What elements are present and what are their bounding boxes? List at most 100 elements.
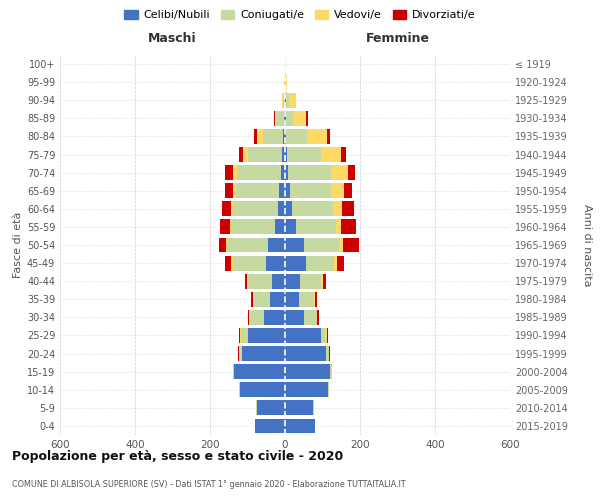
Bar	[254, 418, 285, 434]
Bar	[281, 93, 285, 108]
Bar	[285, 202, 343, 216]
Bar	[285, 400, 314, 415]
Bar	[256, 400, 285, 415]
Bar	[224, 165, 285, 180]
Bar	[285, 364, 332, 379]
Bar	[285, 74, 287, 90]
Bar	[285, 111, 308, 126]
Bar	[285, 165, 331, 180]
Bar	[285, 184, 352, 198]
Bar	[285, 184, 344, 198]
Bar	[253, 292, 285, 306]
Bar	[236, 184, 285, 198]
Text: COMUNE DI ALBISOLA SUPERIORE (SV) - Dati ISTAT 1° gennaio 2020 - Elaborazione TU: COMUNE DI ALBISOLA SUPERIORE (SV) - Dati…	[12, 480, 406, 489]
Bar	[284, 74, 285, 90]
Bar	[254, 418, 285, 434]
Bar	[285, 364, 332, 379]
Bar	[285, 418, 316, 434]
Bar	[285, 165, 288, 180]
Bar	[233, 202, 285, 216]
Bar	[238, 165, 285, 180]
Bar	[285, 238, 359, 252]
Bar	[239, 382, 285, 397]
Bar	[285, 147, 341, 162]
Bar	[285, 111, 286, 126]
Bar	[248, 310, 285, 325]
Bar	[285, 74, 286, 90]
Bar	[285, 310, 317, 325]
Bar	[285, 238, 343, 252]
Bar	[232, 220, 285, 234]
Bar	[285, 418, 316, 434]
Bar	[285, 382, 329, 397]
Bar	[233, 364, 285, 379]
Bar	[285, 256, 305, 270]
Bar	[250, 310, 285, 325]
Text: Maschi: Maschi	[148, 32, 197, 45]
Bar	[285, 382, 329, 397]
Bar	[233, 364, 285, 379]
Bar	[285, 274, 323, 288]
Bar	[285, 418, 315, 434]
Bar	[219, 238, 285, 252]
Bar	[285, 256, 334, 270]
Bar	[285, 93, 289, 108]
Bar	[285, 93, 286, 108]
Bar	[280, 184, 285, 198]
Bar	[249, 310, 285, 325]
Bar	[233, 165, 285, 180]
Bar	[285, 418, 316, 434]
Bar	[242, 147, 285, 162]
Bar	[257, 400, 285, 415]
Bar	[285, 111, 293, 126]
Bar	[285, 184, 290, 198]
Bar	[255, 418, 285, 434]
Bar	[239, 382, 285, 397]
Bar	[285, 382, 329, 397]
Bar	[285, 147, 320, 162]
Bar	[285, 364, 330, 379]
Bar	[285, 129, 331, 144]
Bar	[285, 292, 315, 306]
Bar	[285, 93, 296, 108]
Bar	[233, 364, 285, 379]
Bar	[285, 328, 320, 343]
Bar	[283, 129, 285, 144]
Bar	[226, 238, 285, 252]
Bar	[285, 328, 328, 343]
Bar	[248, 274, 285, 288]
Bar	[285, 292, 317, 306]
Bar	[285, 256, 337, 270]
Bar	[277, 202, 285, 216]
Bar	[285, 147, 346, 162]
Bar	[285, 328, 326, 343]
Bar	[281, 93, 285, 108]
Bar	[275, 220, 285, 234]
Bar	[285, 129, 328, 144]
Bar	[284, 74, 285, 90]
Bar	[285, 292, 314, 306]
Bar	[285, 310, 319, 325]
Bar	[225, 184, 285, 198]
Bar	[285, 274, 320, 288]
Bar	[285, 274, 300, 288]
Bar	[282, 147, 285, 162]
Bar	[285, 400, 314, 415]
Bar	[285, 382, 328, 397]
Bar	[285, 93, 296, 108]
Bar	[277, 111, 285, 126]
Bar	[285, 202, 292, 216]
Bar	[285, 292, 299, 306]
Y-axis label: Fasce di età: Fasce di età	[13, 212, 23, 278]
Bar	[281, 165, 285, 180]
Bar	[285, 220, 355, 234]
Bar	[285, 184, 331, 198]
Bar	[248, 328, 285, 343]
Bar	[285, 346, 329, 361]
Bar	[253, 292, 285, 306]
Bar	[239, 147, 285, 162]
Bar	[285, 129, 307, 144]
Bar	[285, 111, 307, 126]
Legend: Celibi/Nubili, Coniugati/e, Vedovi/e, Divorziati/e: Celibi/Nubili, Coniugati/e, Vedovi/e, Di…	[120, 6, 480, 25]
Bar	[232, 256, 285, 270]
